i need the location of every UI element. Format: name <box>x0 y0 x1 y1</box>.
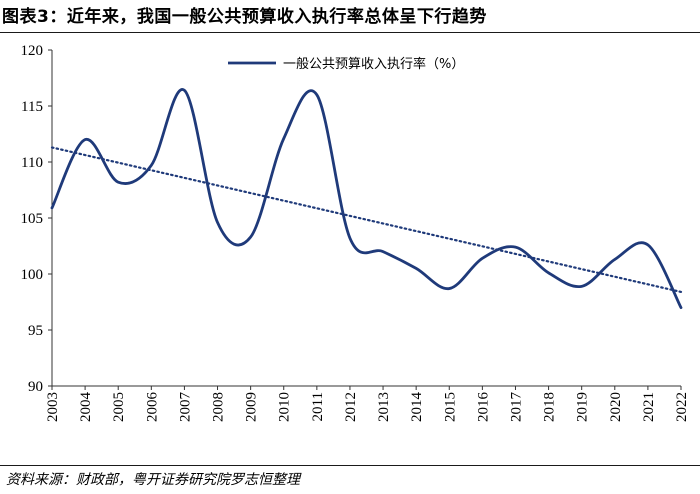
source-divider <box>0 465 700 466</box>
source-note: 资料来源：财政部，粤开证券研究院罗志恒整理 <box>6 472 300 488</box>
x-tick-label: 2007 <box>177 392 193 423</box>
x-tick-label: 2021 <box>641 392 657 422</box>
y-axis: 90 95 100 105 110 115 120 <box>21 43 53 395</box>
trend-line-path <box>50 146 683 294</box>
x-tick-label: 2008 <box>211 392 227 422</box>
x-tick-label: 2019 <box>575 392 591 422</box>
x-tick-label: 2003 <box>45 392 61 422</box>
y-tick-label: 105 <box>21 211 44 227</box>
y-tick-label: 110 <box>21 155 43 171</box>
x-tick-label: 2017 <box>508 392 524 423</box>
x-tick-label: 2016 <box>475 392 491 423</box>
x-tick-label: 2009 <box>244 392 260 422</box>
y-tick-label: 120 <box>21 43 44 59</box>
x-tick-label: 2020 <box>608 392 624 422</box>
series-lines <box>50 88 683 309</box>
legend-label: 一般公共预算收入执行率（%） <box>283 56 464 72</box>
y-tick-label: 115 <box>21 99 43 115</box>
title-divider <box>0 32 700 33</box>
x-axis: 2003 2004 2005 2006 2007 2008 2009 2010 2011 2012… <box>45 385 690 423</box>
x-tick-label: 2004 <box>78 392 94 423</box>
x-tick-label: 2015 <box>442 392 458 422</box>
series-line <box>50 88 683 309</box>
x-tick-label: 2014 <box>409 392 425 423</box>
line-chart: 90 95 100 105 110 115 120 2003 2004 2005 2006 2007… <box>21 43 691 423</box>
y-tick-label: 100 <box>21 267 44 283</box>
x-tick-label: 2022 <box>674 392 690 422</box>
y-tick-label: 90 <box>28 379 43 395</box>
x-tick-label: 2006 <box>144 392 160 423</box>
x-tick-label: 2005 <box>111 392 127 422</box>
legend: 一般公共预算收入执行率（%） <box>228 56 464 72</box>
x-tick-label: 2013 <box>376 392 392 422</box>
chart-title: 图表3：近年来，我国一般公共预算收入执行率总体呈下行趋势 <box>2 7 487 27</box>
x-tick-label: 2011 <box>310 392 326 421</box>
x-tick-label: 2018 <box>542 392 558 422</box>
x-tick-label: 2012 <box>343 392 359 422</box>
y-tick-label: 95 <box>28 323 43 339</box>
x-tick-label: 2010 <box>277 392 293 422</box>
trend-line <box>50 146 683 294</box>
